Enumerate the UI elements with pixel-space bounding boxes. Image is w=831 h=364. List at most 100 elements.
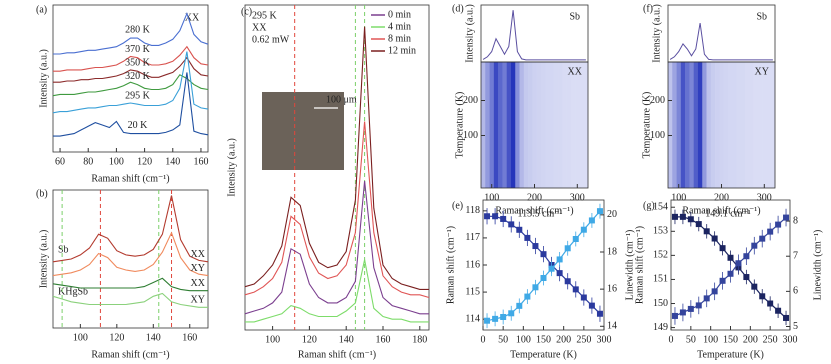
y-axis-label: Intensity (a.u.) [38,230,49,289]
y-tick-label: 149 [653,322,668,333]
x-tick-label: 100 [703,334,718,345]
y2-tick-label: 5 [793,321,798,332]
spectrum-line [53,72,209,137]
x-tick-label: 50 [498,334,508,345]
x-tick-label: 150 [723,334,738,345]
series-label: XY [191,263,205,274]
x-tick-label: 300 [757,192,772,203]
data-point [783,314,790,321]
x-tick-label: 150 [536,334,551,345]
y2-axis-label: Linewidth (cm⁻¹) [624,230,635,301]
x-axis-label: Raman shift (cm⁻¹) [682,205,760,216]
heatmap-cell [770,62,776,188]
data-point [596,310,603,317]
series-label: 370 K [125,44,151,55]
heatmap-cell [757,62,763,188]
heatmap-cell [553,62,559,188]
panel-label: (g) [643,200,655,211]
heatmap-cell [510,62,516,188]
data-point [767,300,774,307]
y2-tick-label: 18 [607,246,617,257]
spectrum-line [52,231,209,277]
data-point [564,245,571,252]
x-tick-label: 50 [686,334,696,345]
data-point [767,228,774,235]
y-tick-label: 153 [653,226,668,237]
heatmap-cell [502,62,507,188]
annotation: XX [568,66,583,77]
heatmap-cell [515,62,520,188]
y-tick-label: 200 [650,95,665,106]
x-tick-label: 80 [83,156,93,167]
y-axis-label: Intensity (a.u.) [226,138,237,197]
annotation: 113.5 cm⁻¹ [517,208,562,219]
heatmap-cell [528,62,533,188]
x-tick-label: 180 [412,334,427,345]
spectrum-line [482,10,586,61]
y-axis-label: Raman shift (cm⁻¹) [445,226,456,304]
series-label: 350 K [125,57,151,68]
data-point [687,216,694,223]
legend-label: 8 min [388,33,411,44]
heatmap-cell [689,62,694,188]
x-tick-label: 100 [484,192,499,203]
annotation: Sb [58,244,69,255]
x-tick-label: 120 [109,332,124,343]
legend-label: 12 min [388,45,416,56]
series-label: XX [191,278,206,289]
x-tick-label: 140 [146,332,161,343]
plot-frame [52,189,209,329]
x-tick-label: 120 [137,156,152,167]
y-axis-label: Intensity (a.u.) [38,49,49,108]
data-point [695,302,702,309]
heatmap-cell [697,62,703,188]
legend-label: 0 min [388,9,411,20]
data-point [759,235,766,242]
data-point [588,302,595,309]
heatmap-cell [736,62,742,188]
heatmap-cell [519,62,525,188]
data-point [500,314,507,320]
spectrum-line [53,12,209,55]
heatmap-cell [719,62,724,188]
x-tick-label: 250 [763,334,778,345]
data-point [572,286,579,293]
data-point [516,302,523,309]
data-point [580,294,587,301]
heatmap-cell [579,62,585,188]
legend-label: 4 min [388,21,411,32]
y-tick-label: 100 [650,130,665,141]
y-tick-label: 151 [653,274,668,285]
data-point [783,214,790,221]
heatmap-cell [481,62,486,188]
spectrum-frame [667,4,776,63]
data-point [743,274,750,281]
plot-frame [244,4,430,331]
series-label: Sb [756,11,767,22]
heatmap-cell [532,62,537,188]
heatmap-cell [668,62,673,188]
data-point [719,245,726,252]
data-point [564,278,571,285]
data-point [775,307,782,314]
data-point [556,256,563,263]
heatmap-cell [685,62,690,188]
data-point [703,228,710,235]
heatmap-cell [753,62,759,188]
heatmap-cell [710,62,716,188]
data-point [484,213,491,220]
spectrum-line [244,121,430,299]
inset-photo [262,92,344,170]
series-label: Sb [569,11,580,22]
heatmap-cell [489,62,495,188]
heatmap-cell [549,62,555,188]
data-point [588,217,595,224]
data-point [572,236,579,242]
data-point [759,293,766,300]
y-tick-label: 114 [465,313,480,324]
data-point [751,242,758,249]
series-label: XY [191,295,205,306]
y-axis-label: Temperature (K) [454,92,465,159]
spectrum-line [244,26,429,290]
